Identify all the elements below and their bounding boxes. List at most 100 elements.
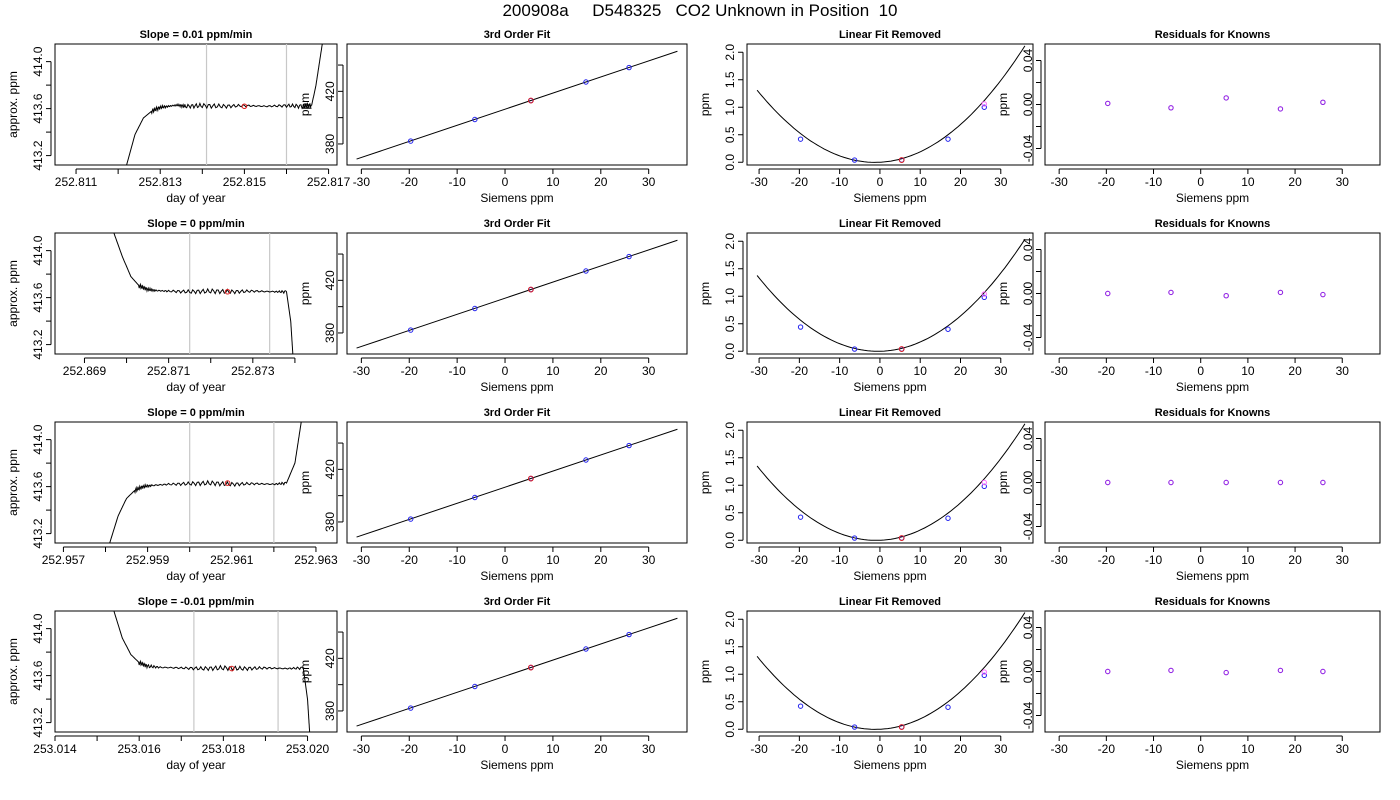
x-tick-label: -10 <box>1145 364 1163 378</box>
x-tick-label: 20 <box>954 742 968 756</box>
x-tick-label: 20 <box>954 364 968 378</box>
y-tick-label: 380 <box>323 701 337 721</box>
x-tick-label: 30 <box>642 364 656 378</box>
chart-title: Slope = 0 ppm/min <box>147 407 245 419</box>
unknown-point <box>527 475 534 482</box>
known-point <box>626 253 632 260</box>
y-tick-label: 413.2 <box>31 518 45 548</box>
plot-area <box>113 233 294 354</box>
x-axis-label: Siemens ppm <box>480 191 553 205</box>
x-tick-label: 253.014 <box>33 742 77 756</box>
x-tick-label: 0 <box>1197 742 1204 756</box>
plot-area <box>1105 289 1326 299</box>
panel-1-1: Slope = 0.01 ppm/min 252.811 252.813 252.81… <box>6 29 351 205</box>
y-axis-label: ppm <box>298 282 312 305</box>
panel-3-2: 3rd Order Fit -30 -20 -10 0 10 20 30 380 420 Sieme… <box>298 407 688 583</box>
plot-area <box>356 50 678 160</box>
x-tick-label: 10 <box>1241 364 1255 378</box>
panel-1-4: Residuals for Knowns -30 -20 -10 0 10 20 30 -0.0… <box>996 29 1381 205</box>
x-tick-label: 252.815 <box>223 175 267 189</box>
x-axis-label: day of year <box>166 758 225 772</box>
x-tick-label: 10 <box>546 553 560 567</box>
y-tick-label: 414.0 <box>31 613 45 643</box>
fit-line <box>356 428 678 538</box>
x-tick-label: 0 <box>877 553 884 567</box>
x-tick-label: -20 <box>1098 742 1116 756</box>
y-axis-label: ppm <box>698 471 712 494</box>
y-tick-label: 0.00 <box>1021 281 1035 305</box>
x-tick-label: 252.869 <box>63 364 107 378</box>
y-axis-label: ppm <box>698 93 712 116</box>
residual-point <box>1320 668 1326 675</box>
chart-title: 3rd Order Fit <box>484 407 551 419</box>
x-axis-label: Siemens ppm <box>1176 380 1249 394</box>
x-axis-label: Siemens ppm <box>480 758 553 772</box>
x-tick-label: 10 <box>546 364 560 378</box>
fit-line <box>356 617 678 727</box>
y-axis-label: ppm <box>996 282 1010 305</box>
y-axis-label: ppm <box>298 93 312 116</box>
residual-point <box>1105 290 1111 297</box>
x-tick-label: 0 <box>877 742 884 756</box>
x-tick-label: -10 <box>831 364 849 378</box>
x-tick-label: -30 <box>353 364 371 378</box>
known-point <box>797 136 804 142</box>
y-tick-label: -0.04 <box>1021 135 1035 163</box>
x-tick-label: 20 <box>1288 175 1302 189</box>
chart-title: Linear Fit Removed <box>839 29 941 41</box>
x-tick-label: 252.817 <box>307 175 351 189</box>
x-tick-label: 30 <box>1336 742 1350 756</box>
chart-title: Residuals for Knowns <box>1155 29 1271 41</box>
x-axis-label: Siemens ppm <box>853 191 926 205</box>
plot-frame <box>746 421 1034 544</box>
x-axis-label: Siemens ppm <box>853 758 926 772</box>
residual-point <box>1277 106 1284 112</box>
known-point <box>981 483 987 490</box>
x-tick-label: -30 <box>353 175 371 189</box>
known-point <box>626 64 632 71</box>
x-tick-label: 20 <box>594 364 608 378</box>
y-tick-label: 0.5 <box>723 315 737 332</box>
data-series-line <box>113 611 311 732</box>
residual-point <box>1223 479 1229 486</box>
x-tick-label: 252.873 <box>231 364 275 378</box>
x-tick-label: -20 <box>401 742 419 756</box>
y-tick-label: 2.0 <box>723 233 737 250</box>
x-tick-label: 30 <box>1336 553 1350 567</box>
panel-2-4: Residuals for Knowns -30 -20 -10 0 10 20 30 -0.0… <box>996 218 1381 394</box>
x-tick-label: 30 <box>994 742 1008 756</box>
residual-point <box>1223 95 1229 101</box>
y-axis-label: ppm <box>996 93 1010 116</box>
x-tick-label: 10 <box>914 742 928 756</box>
x-tick-label: -30 <box>1050 364 1068 378</box>
x-axis-label: Siemens ppm <box>1176 758 1249 772</box>
sample-marker <box>224 288 231 295</box>
unknown-point <box>898 724 905 730</box>
y-axis-label: ppm <box>698 660 712 683</box>
y-tick-label: 1.0 <box>723 288 737 305</box>
known-point <box>945 515 951 521</box>
x-tick-label: 10 <box>914 364 928 378</box>
y-tick-label: -0.04 <box>1021 513 1035 541</box>
y-tick-label: 380 <box>323 134 337 154</box>
y-axis-label: ppm <box>298 660 312 683</box>
x-tick-label: 20 <box>1288 553 1302 567</box>
fit-curve <box>756 45 1026 163</box>
x-tick-label: 252.963 <box>294 553 338 567</box>
chart-title: Linear Fit Removed <box>839 596 941 608</box>
plot-area <box>356 617 678 727</box>
y-tick-label: 414.0 <box>31 424 45 454</box>
known-point <box>583 646 589 652</box>
x-axis-label: Siemens ppm <box>853 569 926 583</box>
plot-frame <box>54 232 338 355</box>
y-tick-label: 413.6 <box>31 282 45 312</box>
x-tick-label: 0 <box>1197 175 1204 189</box>
y-tick-label: 1.0 <box>723 666 737 683</box>
x-tick-label: 30 <box>642 742 656 756</box>
known-point <box>981 294 987 301</box>
fit-line <box>356 50 678 160</box>
known-point <box>851 535 858 541</box>
x-tick-label: -20 <box>401 364 419 378</box>
known-point <box>472 494 478 501</box>
x-tick-label: 252.959 <box>126 553 170 567</box>
